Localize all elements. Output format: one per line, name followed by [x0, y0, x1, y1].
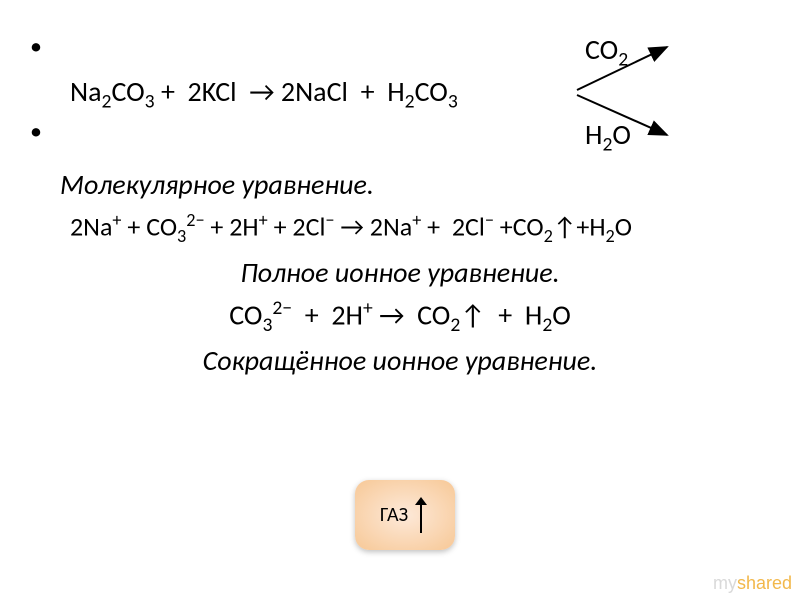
short-ionic-label: Сокращённое ионное уравнение. — [30, 343, 770, 378]
decomposition-arrows — [572, 35, 692, 145]
short-ionic-equation: CO32− + 2H+ → CO2↑ + H2O — [30, 296, 770, 337]
watermark: myshared — [713, 573, 792, 594]
bullet-2: • — [30, 115, 70, 149]
gas-badge: ГАЗ — [355, 480, 455, 550]
bullet-1: • — [30, 30, 70, 64]
up-arrow-icon — [412, 495, 430, 535]
h2o-product: H2O — [110, 115, 631, 159]
watermark-plain: my — [713, 573, 737, 593]
co2-product: CO2 — [110, 30, 628, 74]
full-ionic-equation: 2Na+ + CO32− + 2H+ + 2Cl− → 2Na+ + 2Cl− … — [70, 208, 770, 249]
gas-label: ГАЗ — [380, 503, 408, 527]
watermark-accent: shared — [737, 573, 792, 593]
molecular-label: Молекулярное уравнение. — [60, 167, 770, 202]
full-ionic-label: Полное ионное уравнение. — [30, 255, 770, 290]
